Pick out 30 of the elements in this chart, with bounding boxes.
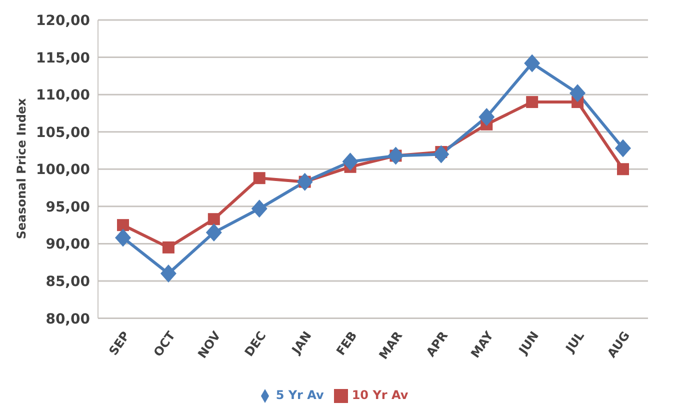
point [160,264,176,283]
y-tick-label: 120,00 [36,12,90,29]
y-tick-label: 95,00 [46,199,90,216]
y-axis-title: Seasonal Price Index [14,98,28,240]
y-tick-label: 105,00 [36,124,90,141]
point [526,96,538,108]
point [208,213,220,226]
point [251,200,268,218]
point [570,84,586,102]
legend-label: 10 Yr Av [352,388,408,402]
point [615,139,631,158]
y-tick-label: 80,00 [46,311,90,328]
point [115,228,131,247]
y-tick-label: 100,00 [36,162,90,178]
point [478,108,495,126]
y-tick-label: 90,00 [46,236,90,253]
point [253,172,266,184]
point [162,241,174,254]
point [117,219,129,232]
point [388,146,404,165]
point [206,224,222,242]
point [296,172,313,191]
legend-label: 5 Yr Av [276,388,324,402]
point [342,152,358,171]
y-tick-label: 110,00 [36,88,90,104]
point [524,54,540,72]
point [433,145,450,164]
point [617,163,629,176]
y-tick-label: 85,00 [46,274,90,290]
y-tick-label: 115,00 [36,50,90,66]
